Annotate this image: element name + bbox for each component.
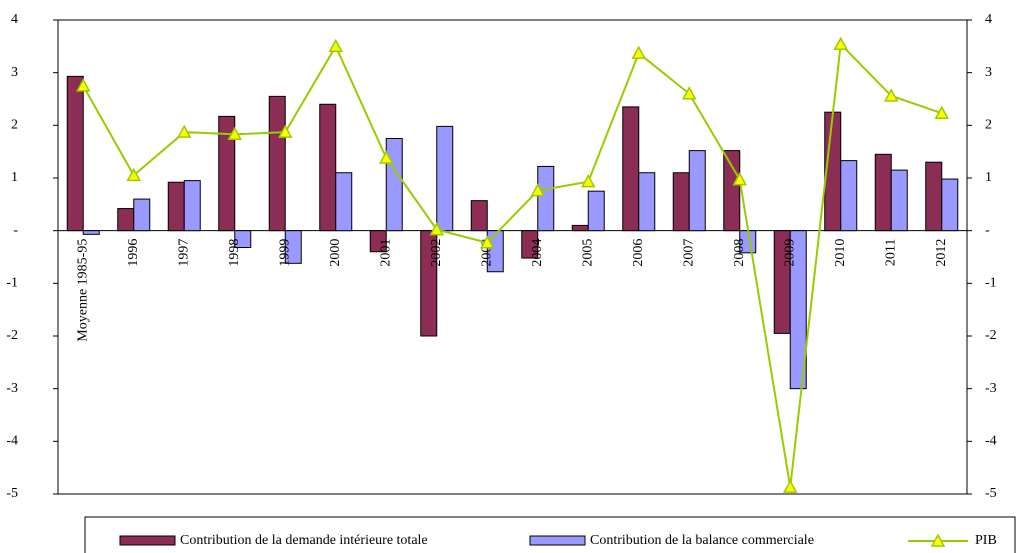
bar	[521, 230, 539, 259]
x-tick-label: 2005	[580, 239, 595, 267]
bar	[890, 169, 908, 232]
x-tick-label: 2002	[429, 239, 444, 267]
y-tick-label: -3	[6, 381, 18, 396]
bar	[319, 103, 337, 232]
y-tick-label: -4	[6, 434, 18, 449]
y-tick-label: -1	[6, 276, 18, 291]
marker	[378, 150, 394, 164]
bar	[571, 224, 589, 232]
y-tick-label: -5	[6, 486, 18, 501]
y2-tick-label: -3	[985, 381, 997, 396]
y2-tick-label: 2	[985, 118, 992, 133]
y-tick-label: 2	[11, 118, 18, 133]
marker	[580, 174, 596, 188]
x-tick-label: 2011	[883, 239, 898, 266]
legend-swatch	[529, 535, 586, 546]
bar	[874, 153, 892, 232]
bar	[941, 178, 959, 232]
bar	[133, 198, 151, 232]
marker	[934, 105, 950, 119]
x-tick-label: 2004	[530, 239, 545, 267]
x-tick-label: 2006	[631, 239, 646, 267]
marker	[732, 172, 748, 186]
marker	[883, 88, 899, 102]
marker	[176, 124, 192, 138]
bar	[420, 230, 438, 337]
bar	[82, 230, 100, 235]
marker	[328, 38, 344, 53]
marker	[833, 36, 849, 50]
x-tick-label: 2009	[782, 239, 797, 267]
y2-tick-label: -	[985, 223, 990, 238]
bar	[537, 165, 555, 232]
x-tick-label: 1996	[126, 239, 141, 267]
x-tick-label: 2001	[378, 239, 393, 267]
marker	[530, 183, 546, 197]
y2-tick-label: -1	[985, 276, 997, 291]
y-tick-label: -	[13, 223, 18, 238]
y2-tick-label: 3	[985, 65, 992, 80]
x-tick-label: 1997	[176, 239, 191, 267]
bar	[183, 180, 201, 232]
marker	[75, 78, 91, 92]
bar	[638, 172, 656, 232]
bar	[486, 230, 504, 273]
bar	[622, 106, 640, 232]
marker	[277, 124, 293, 138]
marker	[126, 167, 142, 182]
x-tick-label: 2012	[934, 239, 949, 267]
bar	[369, 230, 387, 253]
line	[82, 42, 943, 488]
bar	[840, 160, 858, 232]
bar	[218, 115, 236, 232]
y2-tick-label: 1	[985, 170, 992, 185]
legend-swatch	[930, 533, 946, 547]
y2-tick-label: -2	[985, 328, 997, 343]
x-tick-label: 2000	[328, 239, 343, 267]
bar	[234, 230, 252, 249]
bar	[587, 190, 605, 232]
x-tick-label: 1998	[227, 239, 242, 267]
y2-tick-label: -5	[985, 486, 997, 501]
legend	[84, 516, 1016, 553]
marker	[681, 86, 697, 100]
marker	[631, 45, 647, 59]
bar	[723, 150, 741, 232]
bar	[436, 125, 454, 232]
bar	[688, 150, 706, 232]
y-tick-label: 1	[11, 170, 18, 185]
y2-tick-label: -4	[985, 434, 997, 449]
bar	[66, 75, 84, 232]
marker	[782, 479, 798, 493]
bar	[335, 172, 353, 232]
bar	[268, 95, 286, 232]
bar	[789, 230, 807, 390]
marker	[227, 126, 243, 141]
bar	[385, 138, 403, 232]
bar	[925, 161, 943, 232]
legend-swatch	[119, 535, 176, 546]
x-tick-label: 2008	[732, 239, 747, 267]
marker	[479, 235, 495, 249]
legend-label: Contribution de la demande intérieure to…	[180, 533, 428, 548]
x-tick-label: 2007	[681, 239, 696, 267]
bar	[167, 181, 185, 232]
y-tick-label: -2	[6, 328, 18, 343]
marker	[429, 222, 445, 236]
bar	[672, 172, 690, 232]
x-tick-label: 2010	[833, 239, 848, 267]
y-tick-label: 3	[11, 65, 18, 80]
legend-label: Contribution de la balance commerciale	[590, 533, 814, 548]
legend-label: PIB	[975, 533, 997, 548]
y2-tick-label: 4	[985, 12, 992, 27]
bar	[470, 200, 488, 232]
x-tick-label: 1999	[277, 239, 292, 267]
bar	[117, 208, 135, 232]
bar	[284, 230, 302, 264]
x-tick-label: Moyenne 1985-95	[75, 239, 90, 342]
plot-area	[57, 19, 968, 495]
y-tick-label: 4	[11, 12, 18, 27]
